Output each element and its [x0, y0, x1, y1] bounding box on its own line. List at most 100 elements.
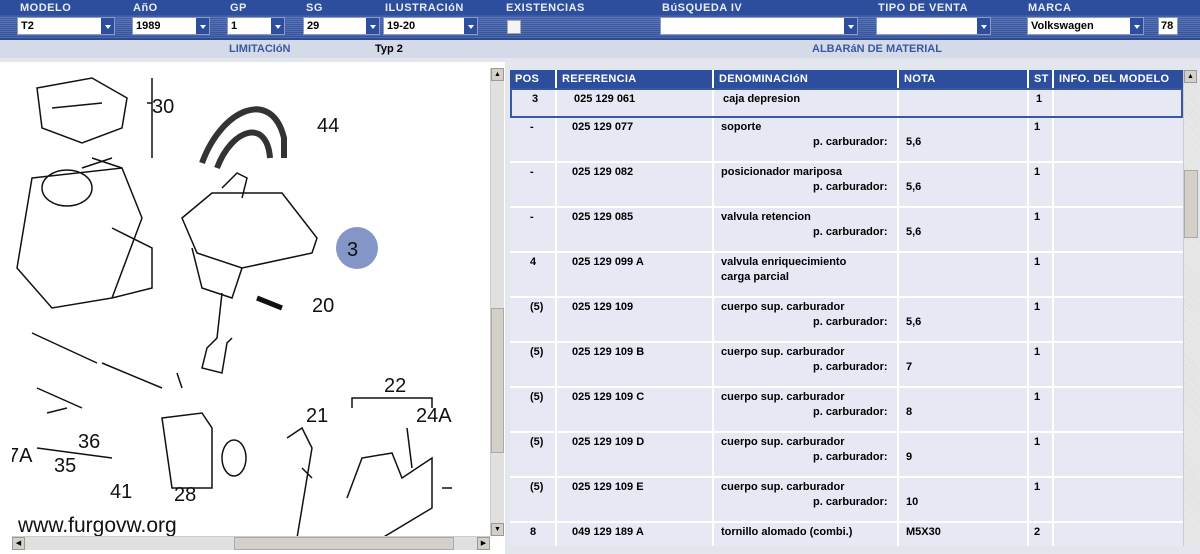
st-cell: 1 — [1034, 166, 1041, 178]
table-vertical-scrollbar[interactable]: ▲ — [1183, 70, 1198, 546]
callout-24a: 24A — [416, 405, 452, 427]
table-row[interactable]: - 025 129 082 posicionador mariposa 1 p. car… — [510, 163, 1183, 208]
sg-value: 29 — [307, 20, 320, 32]
col-denominacion[interactable]: DENOMINACIóN — [714, 70, 899, 88]
col-info-modelo[interactable]: INFO. DEL MODELO — [1054, 70, 1183, 88]
scroll-right-icon[interactable]: ▶ — [477, 537, 490, 550]
callout-3[interactable]: 3 — [347, 239, 358, 261]
chevron-down-icon[interactable] — [1129, 18, 1143, 34]
callout-20: 20 — [312, 295, 334, 317]
denominacion-cell: cuerpo sup. carburador — [721, 391, 845, 403]
scroll-thumb[interactable] — [234, 537, 454, 550]
scroll-left-icon[interactable]: ◀ — [12, 537, 25, 550]
table-row[interactable]: 3 025 129 061 caja depresion 1 — [510, 88, 1183, 118]
callout-35: 35 — [54, 455, 76, 477]
denominacion-cell: cuerpo sup. carburador — [721, 301, 845, 313]
col-referencia[interactable]: REFERENCIA — [557, 70, 714, 88]
chevron-down-icon[interactable] — [270, 18, 284, 34]
st-cell: 1 — [1034, 301, 1041, 313]
busqueda-label: BúSQUEDA IV — [662, 2, 743, 14]
referencia-cell: 025 129 085 — [572, 211, 634, 223]
referencia-cell: 025 129 082 — [572, 166, 634, 178]
pos-cell: (5) — [530, 346, 544, 358]
nota-cell: 7 — [906, 361, 913, 373]
callout-44: 44 — [317, 115, 339, 137]
table-row[interactable]: 4 025 129 099 A valvula enriquecimiento 1 ca… — [510, 253, 1183, 298]
subheader: LIMITACIóN Typ 2 ALBARáN DE MATERIAL — [0, 40, 1200, 58]
pos-cell: 8 — [530, 526, 537, 538]
chevron-down-icon[interactable] — [463, 18, 477, 34]
table-row[interactable]: (5) 025 129 109 D cuerpo sup. carburador 1 p… — [510, 433, 1183, 478]
note-label: p. carburador: — [813, 316, 888, 328]
tipo-venta-select[interactable] — [876, 17, 991, 35]
referencia-cell: 025 129 109 — [572, 301, 634, 313]
nota-cell: 10 — [906, 496, 919, 508]
table-row[interactable]: (5) 025 129 109 cuerpo sup. carburador 1 p. … — [510, 298, 1183, 343]
existencias-checkbox[interactable] — [507, 20, 521, 34]
table-row[interactable]: (5) 025 129 109 E cuerpo sup. carburador 1 p… — [510, 478, 1183, 523]
chevron-down-icon[interactable] — [195, 18, 209, 34]
sg-select[interactable]: 29 — [303, 17, 380, 35]
diagram-horizontal-scrollbar[interactable]: ◀ ▶ — [12, 536, 490, 550]
col-nota[interactable]: NOTA — [899, 70, 1029, 88]
chevron-down-icon[interactable] — [100, 18, 114, 34]
column-divider — [897, 88, 899, 546]
scroll-down-icon[interactable]: ▼ — [491, 523, 504, 536]
denominacion-cell: cuerpo sup. carburador — [721, 436, 845, 448]
nota-cell: 5,6 — [906, 226, 922, 238]
scroll-up-icon[interactable]: ▲ — [1184, 70, 1197, 83]
watermark: www.furgovw.org — [17, 514, 177, 536]
gp-select[interactable]: 1 — [227, 17, 285, 35]
sg-label: SG — [306, 2, 323, 14]
chevron-down-icon[interactable] — [365, 18, 379, 34]
callout-22: 22 — [384, 375, 406, 397]
column-divider — [1027, 88, 1029, 546]
chevron-down-icon[interactable] — [843, 18, 857, 34]
pos-cell: (5) — [530, 436, 544, 448]
parts-table: POS REFERENCIA DENOMINACIóN NOTA ST INFO… — [510, 70, 1183, 546]
table-row[interactable]: (5) 025 129 109 B cuerpo sup. carburador 1 p… — [510, 343, 1183, 388]
note-label: p. carburador: — [813, 181, 888, 193]
diagram-vertical-scrollbar[interactable]: ▲ ▼ — [490, 68, 504, 536]
marca-code-field[interactable]: 78 — [1158, 17, 1178, 35]
column-divider — [1052, 88, 1054, 546]
ilustracion-value: 19-20 — [387, 20, 416, 32]
nota-cell: 5,6 — [906, 136, 922, 148]
ano-label: AñO — [133, 2, 158, 14]
table-row[interactable]: - 025 129 077 soporte 1 p. carburador: 5,6 — [510, 118, 1183, 163]
limitacion-label: LIMITACIóN — [229, 43, 291, 55]
col-pos[interactable]: POS — [510, 70, 557, 88]
modelo-value: T2 — [21, 20, 34, 32]
denominacion-cell: cuerpo sup. carburador — [721, 481, 845, 493]
marca-value: Volkswagen — [1031, 20, 1094, 32]
st-cell: 1 — [1034, 436, 1041, 448]
modelo-select[interactable]: T2 — [17, 17, 115, 35]
ano-select[interactable]: 1989 — [132, 17, 210, 35]
st-cell: 1 — [1034, 391, 1041, 403]
referencia-cell: 025 129 077 — [572, 121, 634, 133]
st-cell: 1 — [1036, 93, 1043, 105]
albaran-title: ALBARáN DE MATERIAL — [812, 43, 942, 55]
st-cell: 1 — [1034, 481, 1041, 493]
ilustracion-label: ILUSTRACIóN — [385, 2, 464, 14]
col-st[interactable]: ST — [1029, 70, 1054, 88]
scroll-up-icon[interactable]: ▲ — [491, 68, 504, 81]
denominacion-cell: valvula enriquecimiento — [721, 256, 847, 268]
table-row[interactable]: 8 049 129 189 A tornillo alomado (combi.) 2… — [510, 523, 1183, 546]
note-label: p. carburador: — [813, 226, 888, 238]
chevron-down-icon[interactable] — [976, 18, 990, 34]
scroll-thumb[interactable] — [1184, 170, 1198, 238]
pos-cell: (5) — [530, 481, 544, 493]
table-row[interactable]: (5) 025 129 109 C cuerpo sup. carburador 1 p… — [510, 388, 1183, 433]
note-label: p. carburador: — [813, 496, 888, 508]
referencia-cell: 025 129 109 D — [572, 436, 645, 448]
limitacion-value: Typ 2 — [375, 43, 403, 55]
ano-value: 1989 — [136, 20, 161, 32]
table-row[interactable]: - 025 129 085 valvula retencion 1 p. carbura… — [510, 208, 1183, 253]
ilustracion-select[interactable]: 19-20 — [383, 17, 478, 35]
highlighted-callout-marker[interactable] — [336, 227, 378, 269]
busqueda-select[interactable] — [660, 17, 858, 35]
referencia-cell: 025 129 061 — [574, 93, 636, 105]
marca-select[interactable]: Volkswagen — [1027, 17, 1144, 35]
scroll-thumb[interactable] — [491, 308, 504, 453]
